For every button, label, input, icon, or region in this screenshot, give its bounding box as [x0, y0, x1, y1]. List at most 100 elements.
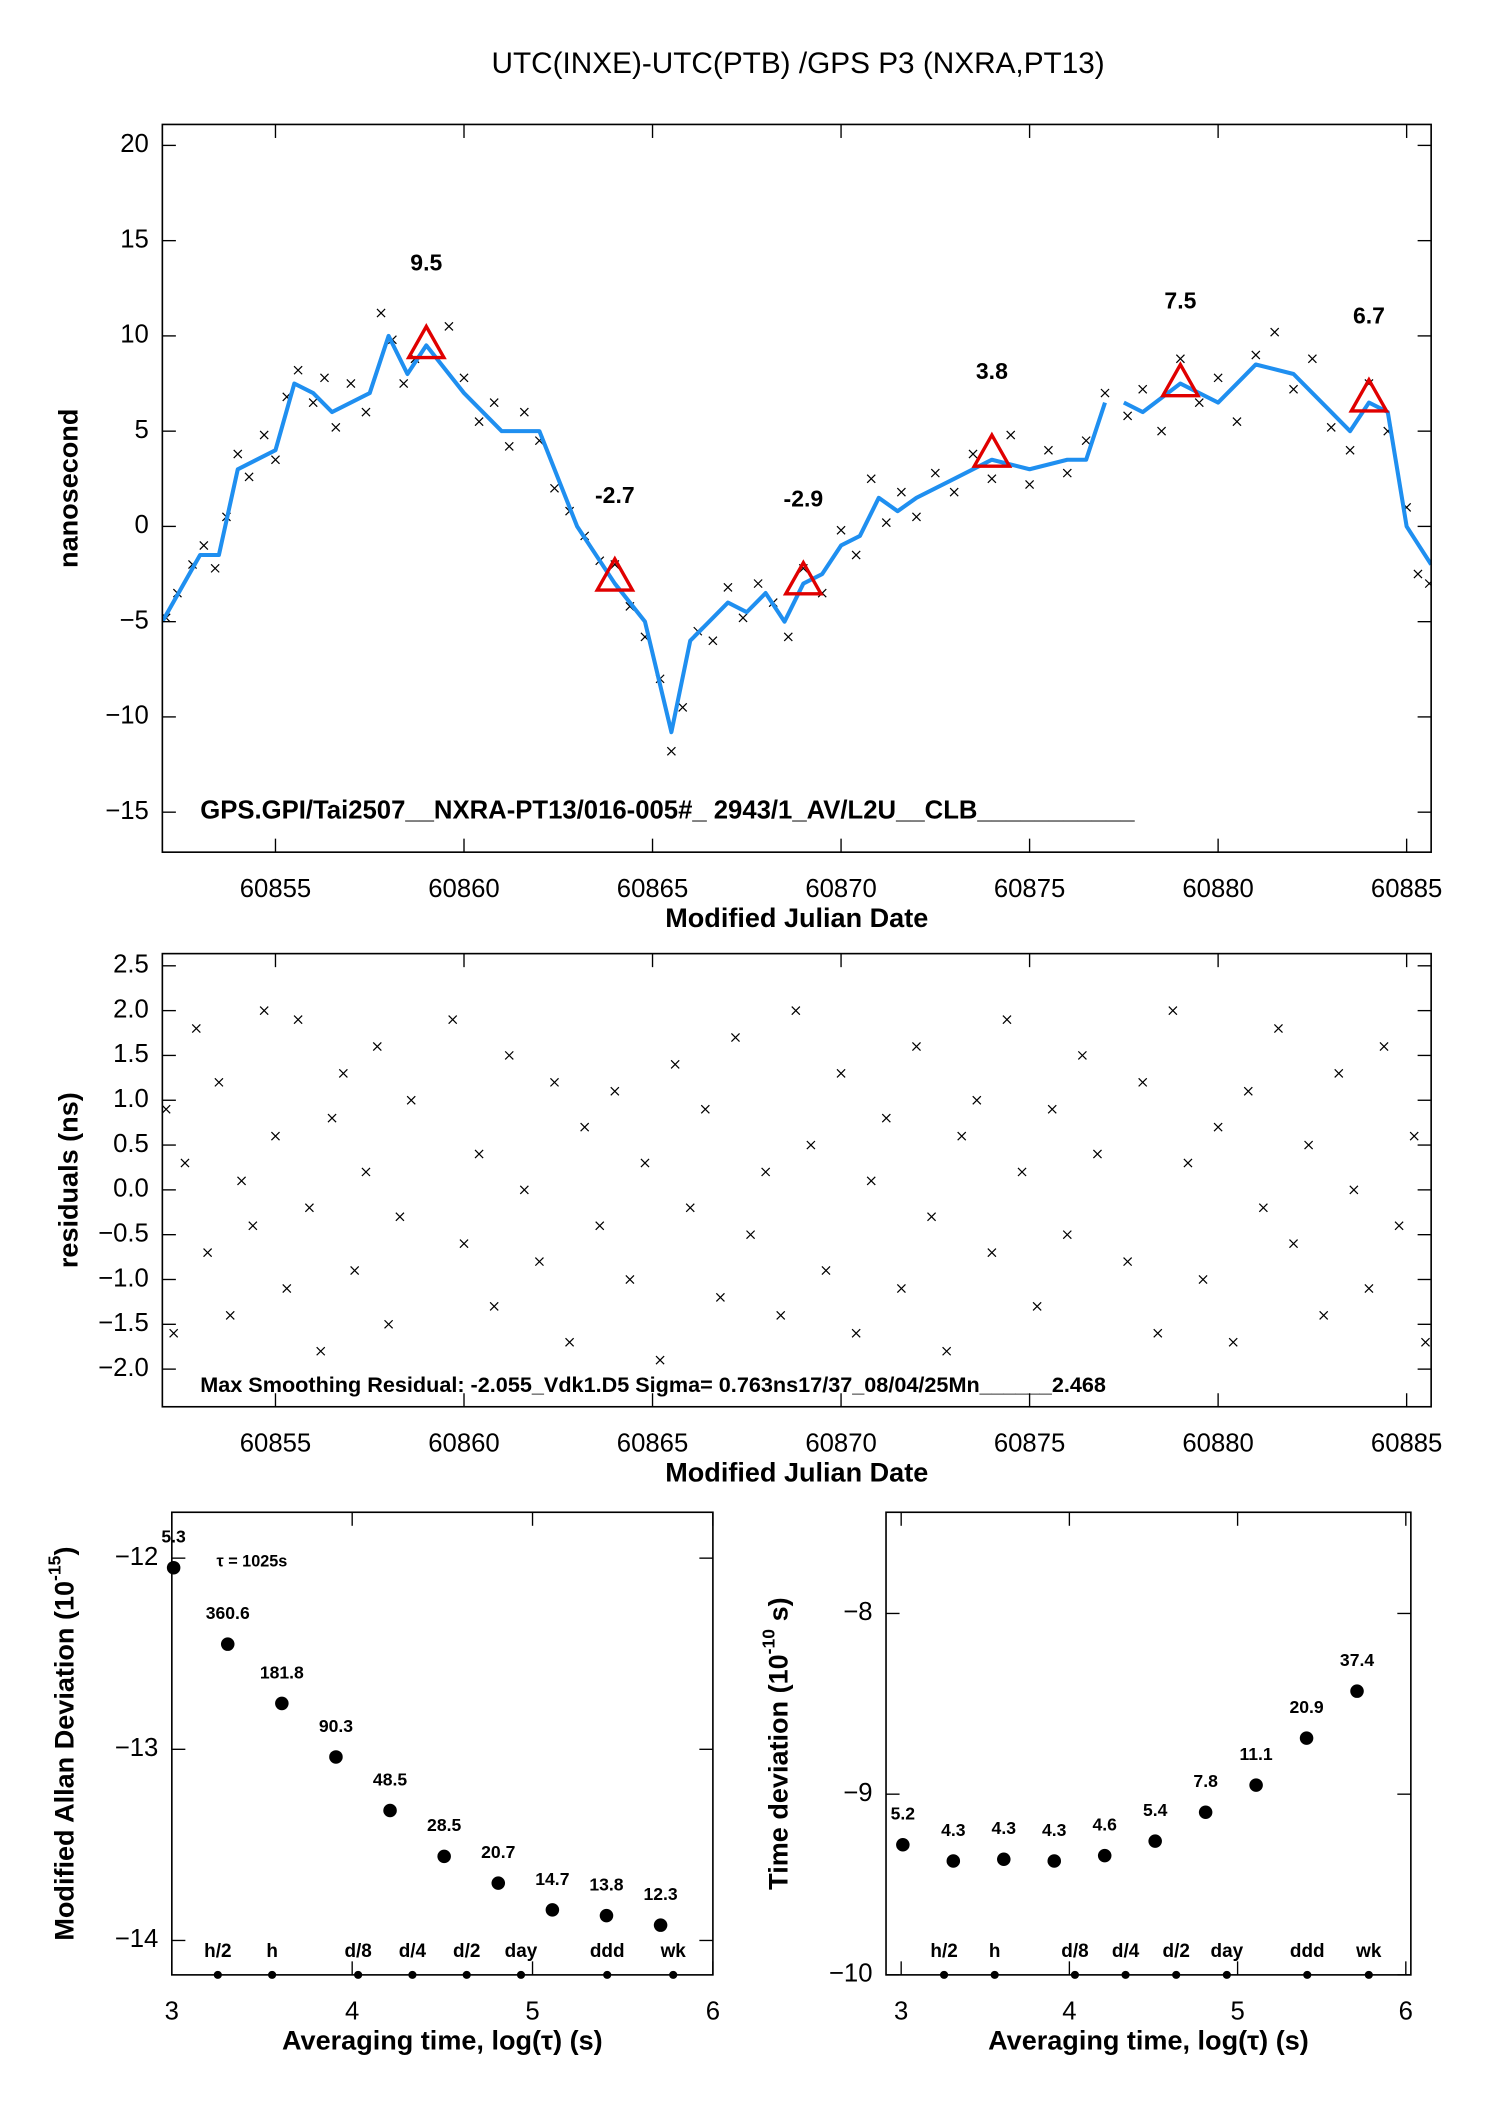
data-point: [1289, 384, 1299, 394]
data-point: [1273, 1024, 1283, 1034]
data-point: [519, 407, 529, 417]
data-point: [1183, 1158, 1193, 1168]
data-point: [1334, 1068, 1344, 1078]
data-point: [376, 308, 386, 318]
data-point: [459, 373, 469, 383]
time-marker-label: day: [1211, 1941, 1244, 1962]
data-point: [1077, 1050, 1087, 1060]
y-axis-label-suffix: s): [764, 1597, 794, 1629]
y-tick-label: −12: [115, 1543, 159, 1571]
time-marker-label: d/8: [1061, 1941, 1088, 1962]
data-point: [545, 1903, 560, 1917]
data-point: [565, 1337, 575, 1347]
data-point: [259, 430, 269, 440]
point-label: 14.7: [535, 1869, 569, 1889]
data-point: [1364, 1283, 1374, 1293]
data-point: [1025, 480, 1035, 489]
y-tick-label: −9: [843, 1779, 872, 1807]
data-point: [911, 1041, 921, 1051]
data-point: [1047, 1854, 1062, 1868]
y-tick-label: 0.5: [113, 1130, 149, 1158]
x-tick-label: 5: [525, 1998, 539, 2026]
data-point: [214, 1077, 224, 1087]
data-point: [1228, 1337, 1238, 1347]
data-point: [851, 550, 861, 560]
data-point: [1243, 1086, 1253, 1096]
x-tick-label: 4: [1062, 1998, 1076, 2026]
data-point: [946, 1854, 961, 1868]
data-point: [987, 474, 997, 484]
data-point: [237, 1176, 247, 1186]
y-tick-label: −8: [843, 1598, 872, 1626]
data-point: [972, 1095, 982, 1105]
data-point: [504, 441, 514, 451]
point-label: 13.8: [589, 1874, 623, 1894]
data-point: [320, 373, 329, 383]
y-tick-label: −14: [115, 1925, 159, 1953]
data-point: [350, 1266, 360, 1276]
y-axis-label-text: Time deviation (10: [764, 1654, 794, 1890]
marker-label: -2.7: [595, 482, 635, 508]
data-point: [399, 379, 409, 389]
data-point: [1002, 1015, 1012, 1025]
data-point: [761, 1167, 771, 1177]
point-label: 28.5: [427, 1815, 461, 1835]
data-point: [640, 1158, 650, 1168]
data-point: [474, 417, 484, 427]
data-point: [1394, 1221, 1404, 1231]
data-point: [384, 1319, 394, 1329]
x-axis-label: Averaging time, log(τ) (s): [282, 2026, 603, 2056]
data-point: [1123, 411, 1133, 421]
data-point: [361, 1167, 371, 1177]
tau-note: τ = 1025s: [216, 1553, 287, 1571]
data-point: [444, 321, 454, 331]
plot-content: [162, 308, 1432, 756]
time-marker-label: d/4: [1112, 1941, 1140, 1962]
data-point: [1409, 1131, 1419, 1141]
data-point: [448, 1015, 458, 1025]
time-marker-label: h: [989, 1941, 1001, 1962]
data-point: [489, 1301, 499, 1311]
data-point: [233, 449, 243, 459]
data-point: [491, 1876, 506, 1890]
y-tick-label: −1.5: [98, 1309, 149, 1337]
x-tick-label: 6: [1399, 1998, 1413, 2026]
point-label: 360.6: [206, 1603, 250, 1623]
point-label: 7.8: [1193, 1771, 1218, 1791]
data-point: [1424, 579, 1432, 589]
data-point: [866, 474, 876, 484]
data-point: [881, 1113, 891, 1123]
data-point: [942, 1346, 952, 1356]
data-point: [1175, 354, 1185, 364]
data-point: [1304, 1140, 1314, 1150]
data-point: [550, 1077, 559, 1087]
data-point: [666, 746, 676, 756]
x-axis-label: Averaging time, log(τ) (s): [988, 2026, 1309, 2056]
x-axis-label: Modified Julian Date: [665, 903, 928, 933]
triangle-marker: [971, 431, 1013, 468]
data-point: [1138, 384, 1148, 394]
marker-label: -2.9: [784, 486, 824, 512]
plot-frame: [171, 1511, 714, 1976]
x-tick-label: 6: [706, 1998, 720, 2026]
marker-label: 6.7: [1353, 303, 1385, 329]
y-tick-label: 2.0: [113, 995, 149, 1023]
data-point: [1326, 422, 1336, 432]
point-label: 4.6: [1092, 1814, 1117, 1834]
marker-label: 9.5: [410, 249, 442, 275]
x-tick-label: 60860: [428, 875, 499, 903]
data-point: [1157, 426, 1167, 436]
data-point: [519, 1185, 529, 1195]
point-label: 181.8: [260, 1662, 304, 1682]
data-point: [997, 1852, 1011, 1866]
y-tick-label: 2.5: [113, 951, 149, 979]
x-tick-label: 60855: [240, 875, 311, 903]
data-point: [225, 1310, 235, 1320]
plot-frame: [885, 1511, 1412, 1976]
x-axis-label: Modified Julian Date: [665, 1458, 928, 1488]
data-point: [293, 365, 303, 375]
annotation: Max Smoothing Residual: -2.055_Vdk1.D5 S…: [200, 1372, 1106, 1397]
data-point: [437, 1849, 451, 1864]
